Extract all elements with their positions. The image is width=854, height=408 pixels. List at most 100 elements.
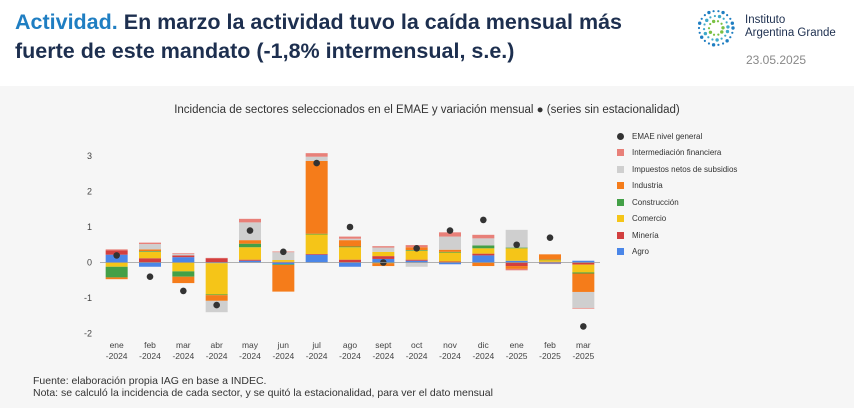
- bar-segment: [139, 251, 161, 252]
- bar-segment: [172, 253, 195, 254]
- bar-segment: [105, 266, 128, 278]
- bar-segment: [472, 253, 495, 256]
- bar-segment: [205, 263, 228, 295]
- x-tick-label-year: -2024: [439, 351, 461, 361]
- bar-segment: [539, 254, 561, 260]
- bar-segment: [205, 258, 228, 263]
- title-accent: Actividad.: [15, 10, 118, 34]
- bar-segment: [505, 260, 528, 263]
- dotted-circle-logo-icon: [697, 10, 735, 47]
- bar-segment: [505, 229, 528, 248]
- bar-segment: [539, 259, 561, 261]
- bar-segment: [339, 240, 361, 247]
- bar-segment: [372, 247, 395, 252]
- bar-segment: [439, 262, 461, 265]
- bar-segment: [339, 259, 361, 263]
- legend-item: EMAE nivel general: [617, 128, 737, 145]
- emae-point: [580, 323, 587, 330]
- bar-segment: [272, 264, 295, 292]
- x-tick-label: ene: [510, 340, 524, 350]
- legend-item: Impuestos netos de subsidios: [617, 161, 737, 178]
- bar-segment: [272, 264, 295, 265]
- bar-segment: [205, 295, 228, 301]
- legend-label: EMAE nivel general: [632, 131, 703, 141]
- bar-segment: [105, 249, 128, 251]
- emae-point: [113, 252, 120, 259]
- emae-point: [146, 273, 154, 281]
- bar-segment: [305, 153, 328, 157]
- legend-dot-icon: [617, 132, 624, 140]
- bar-segment: [572, 260, 595, 263]
- x-tick-label: jun: [277, 340, 290, 350]
- org-name-line1: Instituto: [745, 14, 786, 26]
- x-tick-label: feb: [144, 340, 156, 350]
- x-tick-label: dic: [478, 340, 490, 350]
- bar-segment: [339, 238, 361, 241]
- x-tick-label-year: -2024: [472, 351, 494, 361]
- bar-segment: [239, 243, 261, 248]
- x-tick-label-year: -2024: [139, 351, 161, 361]
- bar-segment: [305, 234, 328, 254]
- legend-swatch: [617, 215, 624, 223]
- emae-point: [313, 159, 320, 167]
- x-tick-label-year: -2024: [239, 351, 261, 361]
- y-tick-label: -1: [84, 293, 92, 303]
- bar-segment: [272, 262, 295, 265]
- bar-segment: [172, 257, 195, 263]
- emae-point: [513, 241, 520, 249]
- emae-point: [213, 301, 220, 309]
- bar-segment: [472, 262, 495, 267]
- bar-segment: [239, 259, 261, 261]
- footer-note: Nota: se calculó la incidencia de cada s…: [33, 387, 493, 399]
- x-tick-label: feb: [544, 340, 556, 350]
- legend-item: Comercio: [617, 211, 737, 228]
- x-tick-label-year: -2024: [372, 351, 394, 361]
- x-tick-label: mar: [176, 340, 191, 350]
- y-tick-label: -2: [84, 329, 92, 339]
- page-title: Actividad. En marzo la actividad tuvo la…: [15, 8, 655, 66]
- emae-point: [280, 248, 287, 256]
- legend-item: Intermediación financiera: [617, 145, 737, 162]
- legend-label: Industria: [632, 181, 663, 191]
- bar-segment: [205, 294, 228, 296]
- legend-item: Agro: [617, 244, 737, 261]
- publish-date: 23.05.2025: [746, 53, 807, 67]
- y-tick-label: 2: [87, 187, 92, 197]
- chart-title: Incidencia de sectores seleccionados en …: [174, 104, 680, 116]
- legend-item: Industria: [617, 178, 737, 195]
- legend-swatch: [617, 231, 624, 239]
- emae-point: [246, 227, 254, 234]
- emae-point: [180, 287, 187, 295]
- bar-segment: [572, 291, 595, 308]
- bar-segment: [105, 262, 128, 267]
- x-tick-label: sept: [375, 340, 392, 350]
- bar-segment: [472, 245, 495, 249]
- x-tick-label-year: -2024: [339, 351, 361, 361]
- bar-segment: [439, 236, 461, 250]
- bar-segment: [239, 218, 261, 223]
- x-tick-label-year: -2025: [539, 351, 561, 361]
- y-tick-label: 3: [87, 151, 92, 161]
- legend-label: Intermediación financiera: [632, 148, 722, 158]
- bar-segment: [239, 260, 261, 263]
- x-tick-label: oct: [411, 340, 423, 350]
- legend-swatch: [617, 149, 624, 157]
- bar-segment: [505, 248, 528, 261]
- emae-point: [480, 216, 487, 224]
- bar-segment: [305, 156, 328, 161]
- bar-segment: [139, 249, 161, 252]
- y-tick-label: 1: [87, 222, 92, 232]
- bar-segment: [572, 273, 595, 292]
- bar-segment: [439, 232, 461, 237]
- legend-item: Construcción: [617, 194, 737, 211]
- bar-segment: [339, 246, 361, 248]
- x-tick-label-year: -2024: [106, 351, 128, 361]
- legend-item: Minería: [617, 227, 737, 244]
- legend-label: Comercio: [632, 214, 667, 224]
- legend-swatch: [617, 198, 624, 206]
- x-tick-label: may: [242, 340, 259, 350]
- bar-segment: [572, 307, 595, 309]
- bar-segment: [372, 246, 395, 248]
- bar-segment: [239, 247, 261, 260]
